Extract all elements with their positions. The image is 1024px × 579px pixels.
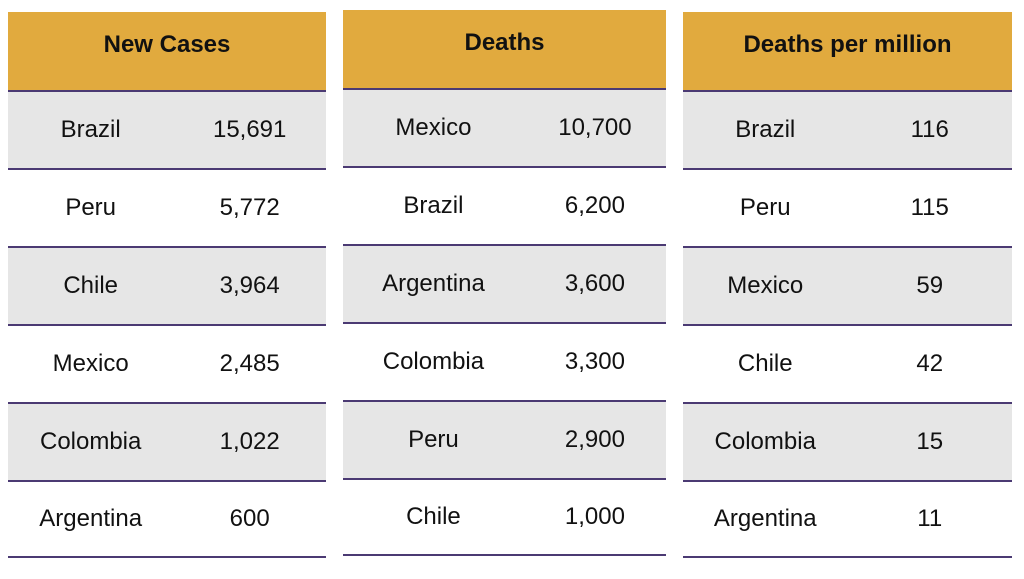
country-cell: Peru [65, 194, 117, 221]
country-cell: Colombia [39, 428, 142, 455]
table-row: Peru 5,772 [8, 168, 326, 246]
country-cell: Brazil [403, 192, 464, 219]
table-row: Chile 42 [683, 324, 1012, 402]
country-cell: Mexico [727, 272, 804, 299]
value-cell: 3,600 [564, 270, 625, 297]
table-row: Colombia 15 [683, 402, 1012, 480]
table-row: Chile 3,964 [8, 246, 326, 324]
value-cell: 2,900 [564, 426, 625, 453]
table-row: Mexico 59 [683, 246, 1012, 324]
value-cell: 59 [916, 272, 944, 299]
table-row: Argentina 11 [683, 480, 1012, 558]
deaths-per-million-table: Deaths per million Brazil 116 Peru 115 Mex… [683, 12, 1012, 558]
table-row: Peru 2,900 [343, 400, 666, 478]
value-cell: 3,964 [219, 272, 280, 299]
table-row: Colombia 3,300 [343, 322, 666, 400]
value-cell: 1,022 [219, 428, 280, 455]
value-cell: 115 [910, 194, 949, 221]
table-row: Colombia 1,022 [8, 402, 326, 480]
value-cell: 15,691 [212, 116, 287, 143]
table-row: Mexico 2,485 [8, 324, 326, 402]
country-cell: Peru [408, 426, 459, 453]
table-row: Mexico 10,700 [343, 88, 666, 166]
country-cell: Argentina [382, 270, 485, 297]
table-row: Brazil 6,200 [343, 166, 666, 244]
value-cell: 1,000 [564, 503, 625, 530]
country-cell: Argentina [39, 505, 143, 532]
value-cell: 116 [910, 116, 949, 143]
table-row: Brazil 15,691 [8, 90, 326, 168]
country-cell: Chile [406, 503, 461, 530]
table-row: Peru 115 [683, 168, 1012, 246]
value-cell: 10,700 [558, 114, 632, 141]
country-cell: Brazil [735, 116, 796, 143]
country-cell: Argentina [713, 505, 817, 532]
table-header: New Cases [8, 12, 326, 90]
value-cell: 600 [229, 505, 270, 532]
table-row: Chile 1,000 [343, 478, 666, 556]
table-header: Deaths per million [683, 12, 1012, 90]
country-cell: Mexico [52, 350, 129, 377]
country-cell: Colombia [382, 348, 485, 375]
deaths-table: Deaths Mexico 10,700 Brazil 6,200 Argentin… [343, 10, 666, 556]
country-cell: Colombia [714, 428, 816, 455]
value-cell: 42 [916, 350, 944, 377]
country-cell: Peru [739, 194, 791, 221]
value-cell: 6,200 [564, 192, 625, 219]
value-cell: 15 [916, 428, 944, 455]
country-cell: Mexico [395, 114, 472, 141]
country-cell: Brazil [60, 116, 121, 143]
table-header: Deaths [343, 10, 666, 88]
value-cell: 11 [917, 505, 943, 532]
country-cell: Chile [737, 350, 793, 377]
table-row: Argentina 600 [8, 480, 326, 558]
new-cases-table: New Cases Brazil 15,691 Peru 5,772 Chile 3,… [8, 12, 326, 558]
country-cell: Chile [63, 272, 119, 299]
value-cell: 3,300 [564, 348, 625, 375]
value-cell: 5,772 [219, 194, 280, 221]
value-cell: 2,485 [219, 350, 280, 377]
table-row: Argentina 3,600 [343, 244, 666, 322]
table-row: Brazil 116 [683, 90, 1012, 168]
